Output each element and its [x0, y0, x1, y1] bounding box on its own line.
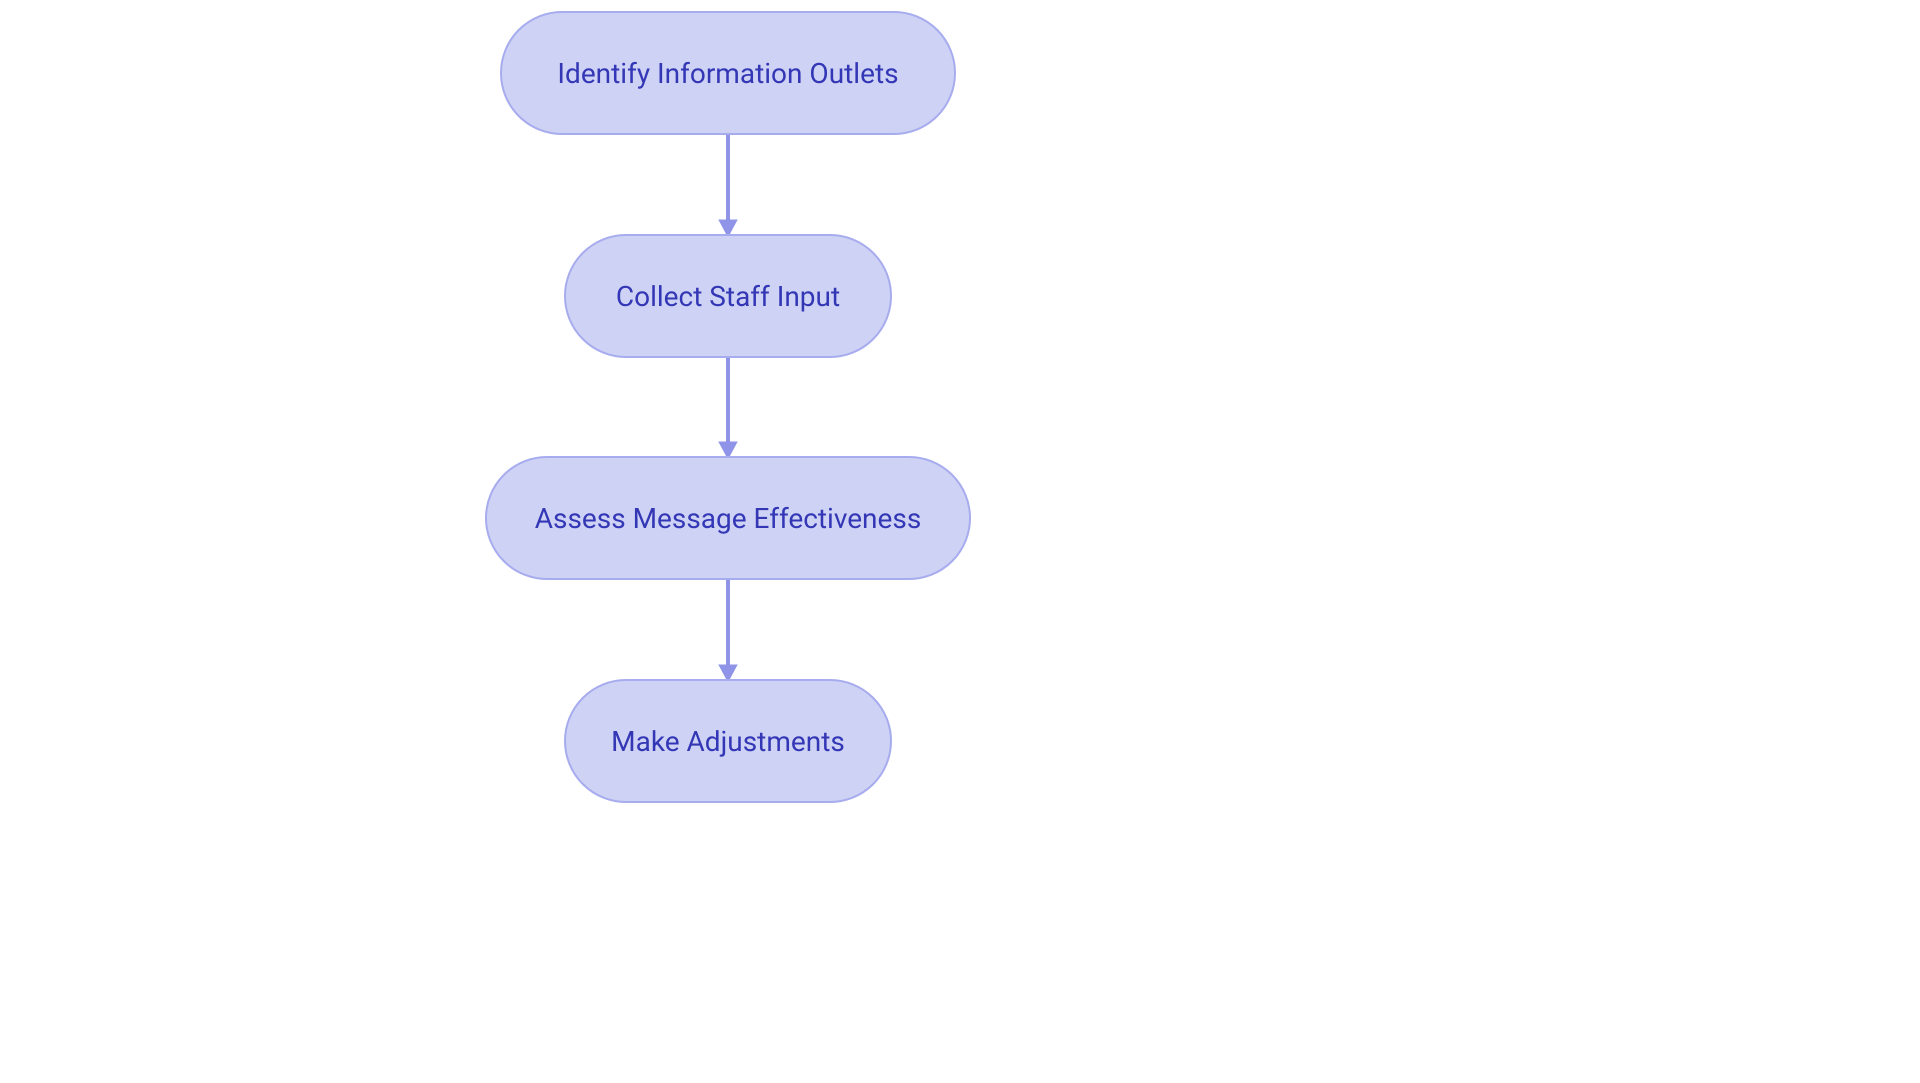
node-label: Identify Information Outlets: [557, 57, 898, 90]
flowchart-node-n1: Identify Information Outlets: [500, 11, 956, 135]
flowchart-node-n3: Assess Message Effectiveness: [485, 456, 971, 580]
flowchart-node-n4: Make Adjustments: [564, 679, 892, 803]
node-label: Assess Message Effectiveness: [535, 502, 922, 535]
flowchart-canvas: Identify Information Outlets Collect Staf…: [0, 0, 1920, 1083]
flowchart-node-n2: Collect Staff Input: [564, 234, 892, 358]
node-label: Make Adjustments: [611, 725, 845, 758]
node-label: Collect Staff Input: [616, 280, 840, 313]
